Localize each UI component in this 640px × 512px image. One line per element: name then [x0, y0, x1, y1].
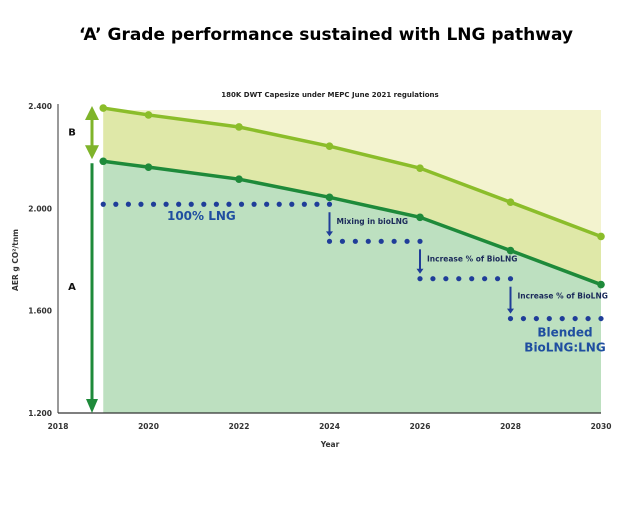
- step-dot: [507, 315, 514, 322]
- series-point: [99, 157, 108, 166]
- series-point: [235, 175, 243, 183]
- step-dot: [301, 201, 307, 207]
- step-dot: [100, 201, 106, 207]
- x-tick-label: 2018: [48, 422, 69, 431]
- series-point: [144, 111, 153, 119]
- grade-b-arrow-up-head: [85, 106, 99, 120]
- step-dot: [378, 238, 384, 244]
- step-dot: [443, 276, 449, 282]
- step-dot: [213, 201, 219, 207]
- x-tick-label: 2022: [229, 422, 250, 431]
- grade-a-arrow-head: [86, 399, 98, 413]
- step-annotation: Increase % of BioLNG: [427, 254, 517, 263]
- step-dot: [598, 315, 604, 322]
- series-point: [325, 193, 334, 202]
- x-tick-label: 2028: [500, 422, 521, 431]
- step-dot: [559, 315, 565, 322]
- series-point: [506, 246, 515, 255]
- series-point: [597, 280, 605, 289]
- series-point: [144, 163, 153, 171]
- series-point: [416, 213, 424, 222]
- step-dot: [352, 238, 358, 244]
- step-dot: [314, 201, 320, 207]
- step-dot: [176, 201, 182, 207]
- step-dot: [494, 276, 501, 282]
- step-dot: [113, 201, 119, 207]
- series-point: [416, 164, 424, 172]
- step-dot: [339, 238, 346, 244]
- step-dot: [520, 315, 527, 322]
- down-arrow-icon-head: [507, 308, 514, 314]
- step-dot: [507, 276, 514, 282]
- step-dot: [430, 276, 436, 282]
- series-point: [99, 104, 108, 112]
- final-label-line2: BioLNG:LNG: [524, 341, 605, 355]
- step-annotation: Mixing in bioLNG: [337, 217, 409, 226]
- step-dot: [163, 201, 169, 207]
- down-arrow-icon-head: [326, 231, 333, 237]
- step-dot: [546, 315, 552, 322]
- step-dot: [391, 238, 397, 244]
- step-annotation: 100% LNG: [167, 209, 236, 223]
- step-dot: [533, 315, 539, 322]
- x-tick-label: 2030: [591, 422, 612, 431]
- step-dot: [238, 201, 245, 207]
- series-point: [506, 198, 515, 206]
- down-arrow-icon-head: [416, 268, 424, 274]
- series-point: [235, 123, 243, 131]
- step-dot: [125, 201, 131, 207]
- step-dot: [326, 201, 333, 207]
- step-annotation: Increase % of BioLNG: [518, 292, 608, 301]
- grade-a-label: A: [68, 282, 76, 293]
- step-dot: [482, 276, 488, 282]
- y-tick-label: 1.200: [28, 409, 52, 418]
- y-axis-label: AER g CO²/tnm: [11, 229, 20, 291]
- step-dot: [404, 238, 410, 244]
- x-tick-label: 2026: [410, 422, 431, 431]
- step-dot: [188, 201, 194, 207]
- step-dot: [150, 201, 157, 207]
- step-dot: [469, 276, 475, 282]
- step-dot: [417, 276, 423, 282]
- grade-b-label: B: [68, 128, 76, 139]
- step-dot: [251, 201, 257, 207]
- step-dot: [264, 201, 270, 207]
- x-axis-label: Year: [320, 440, 340, 449]
- chart-subtitle: 180K DWT Capesize under MEPC June 2021 r…: [221, 91, 438, 99]
- y-tick-label: 1.600: [28, 307, 52, 316]
- series-point: [325, 142, 334, 150]
- step-dot: [226, 201, 232, 207]
- final-label-line1: Blended: [537, 326, 592, 340]
- step-dot: [585, 315, 591, 322]
- grade-b-area: [103, 108, 601, 285]
- step-dot: [289, 201, 295, 207]
- grade-b-arrow-down-head: [85, 145, 99, 160]
- step-dot: [326, 238, 333, 244]
- step-dot: [572, 315, 578, 322]
- step-dot: [201, 201, 207, 207]
- y-tick-label: 2.000: [28, 204, 52, 213]
- chart-title: ‘A’ Grade performance sustained with LNG…: [79, 25, 573, 45]
- step-dot: [276, 201, 282, 207]
- series-point: [597, 232, 605, 241]
- step-dot: [456, 276, 462, 282]
- x-tick-label: 2024: [319, 422, 340, 431]
- y-tick-label: 2.400: [28, 102, 52, 111]
- grade-a-area: [103, 161, 601, 413]
- step-dot: [365, 238, 371, 244]
- step-dot: [417, 238, 423, 244]
- x-tick-label: 2020: [138, 422, 159, 431]
- step-dot: [138, 201, 144, 207]
